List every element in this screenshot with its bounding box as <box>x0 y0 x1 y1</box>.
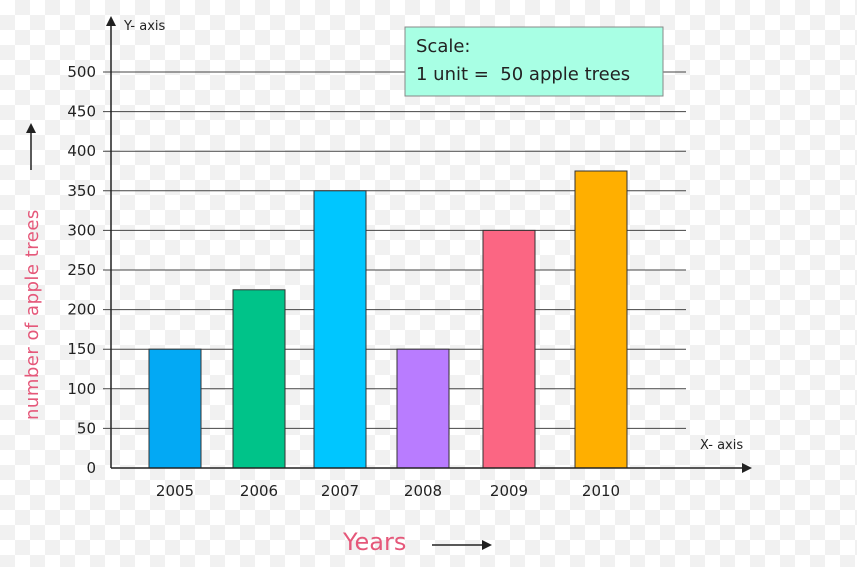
y-tick-label-200: 200 <box>67 301 96 319</box>
x-tick-label-2006: 2006 <box>240 482 278 500</box>
y-tick-label-450: 450 <box>67 103 96 121</box>
scale-text: 1 unit = 50 apple trees <box>416 64 630 85</box>
y-tick-label-150: 150 <box>67 340 96 358</box>
y-tick-label-350: 350 <box>67 182 96 200</box>
x-tick-label-2005: 2005 <box>156 482 194 500</box>
scale-box-background <box>404 26 664 97</box>
x-tick-label-2008: 2008 <box>404 482 442 500</box>
bar-2005 <box>148 348 202 469</box>
y-tick-label-50: 50 <box>77 419 96 437</box>
scale-box: Scale: 1 unit = 50 apple trees <box>404 26 664 97</box>
x-axis-title: Years <box>342 528 406 556</box>
y-tick-label-250: 250 <box>67 261 96 279</box>
x-tick-labels: 2005 2006 2007 2008 2009 2010 <box>156 482 620 500</box>
y-axis-title: number of apple trees <box>22 209 43 420</box>
y-tick-label-0: 0 <box>86 459 96 477</box>
x-axis-name: X- axis <box>700 438 743 453</box>
x-tick-label-2007: 2007 <box>321 482 359 500</box>
bar-2009 <box>482 229 536 469</box>
y-tick-labels: 0 50 100 150 200 250 300 350 400 450 500 <box>67 63 96 477</box>
bar-2010 <box>574 170 628 469</box>
x-tick-label-2009: 2009 <box>490 482 528 500</box>
scale-title: Scale: <box>416 36 471 57</box>
bar-2008 <box>396 348 450 469</box>
y-tick-label-400: 400 <box>67 142 96 160</box>
y-tick-label-500: 500 <box>67 63 96 81</box>
bar-2006 <box>232 289 286 469</box>
x-tick-label-2010: 2010 <box>582 482 620 500</box>
bars <box>148 170 628 469</box>
y-axis-name: Y- axis <box>123 19 165 34</box>
y-tick-label-100: 100 <box>67 380 96 398</box>
bar-2007 <box>313 190 367 469</box>
y-tick-label-300: 300 <box>67 221 96 239</box>
